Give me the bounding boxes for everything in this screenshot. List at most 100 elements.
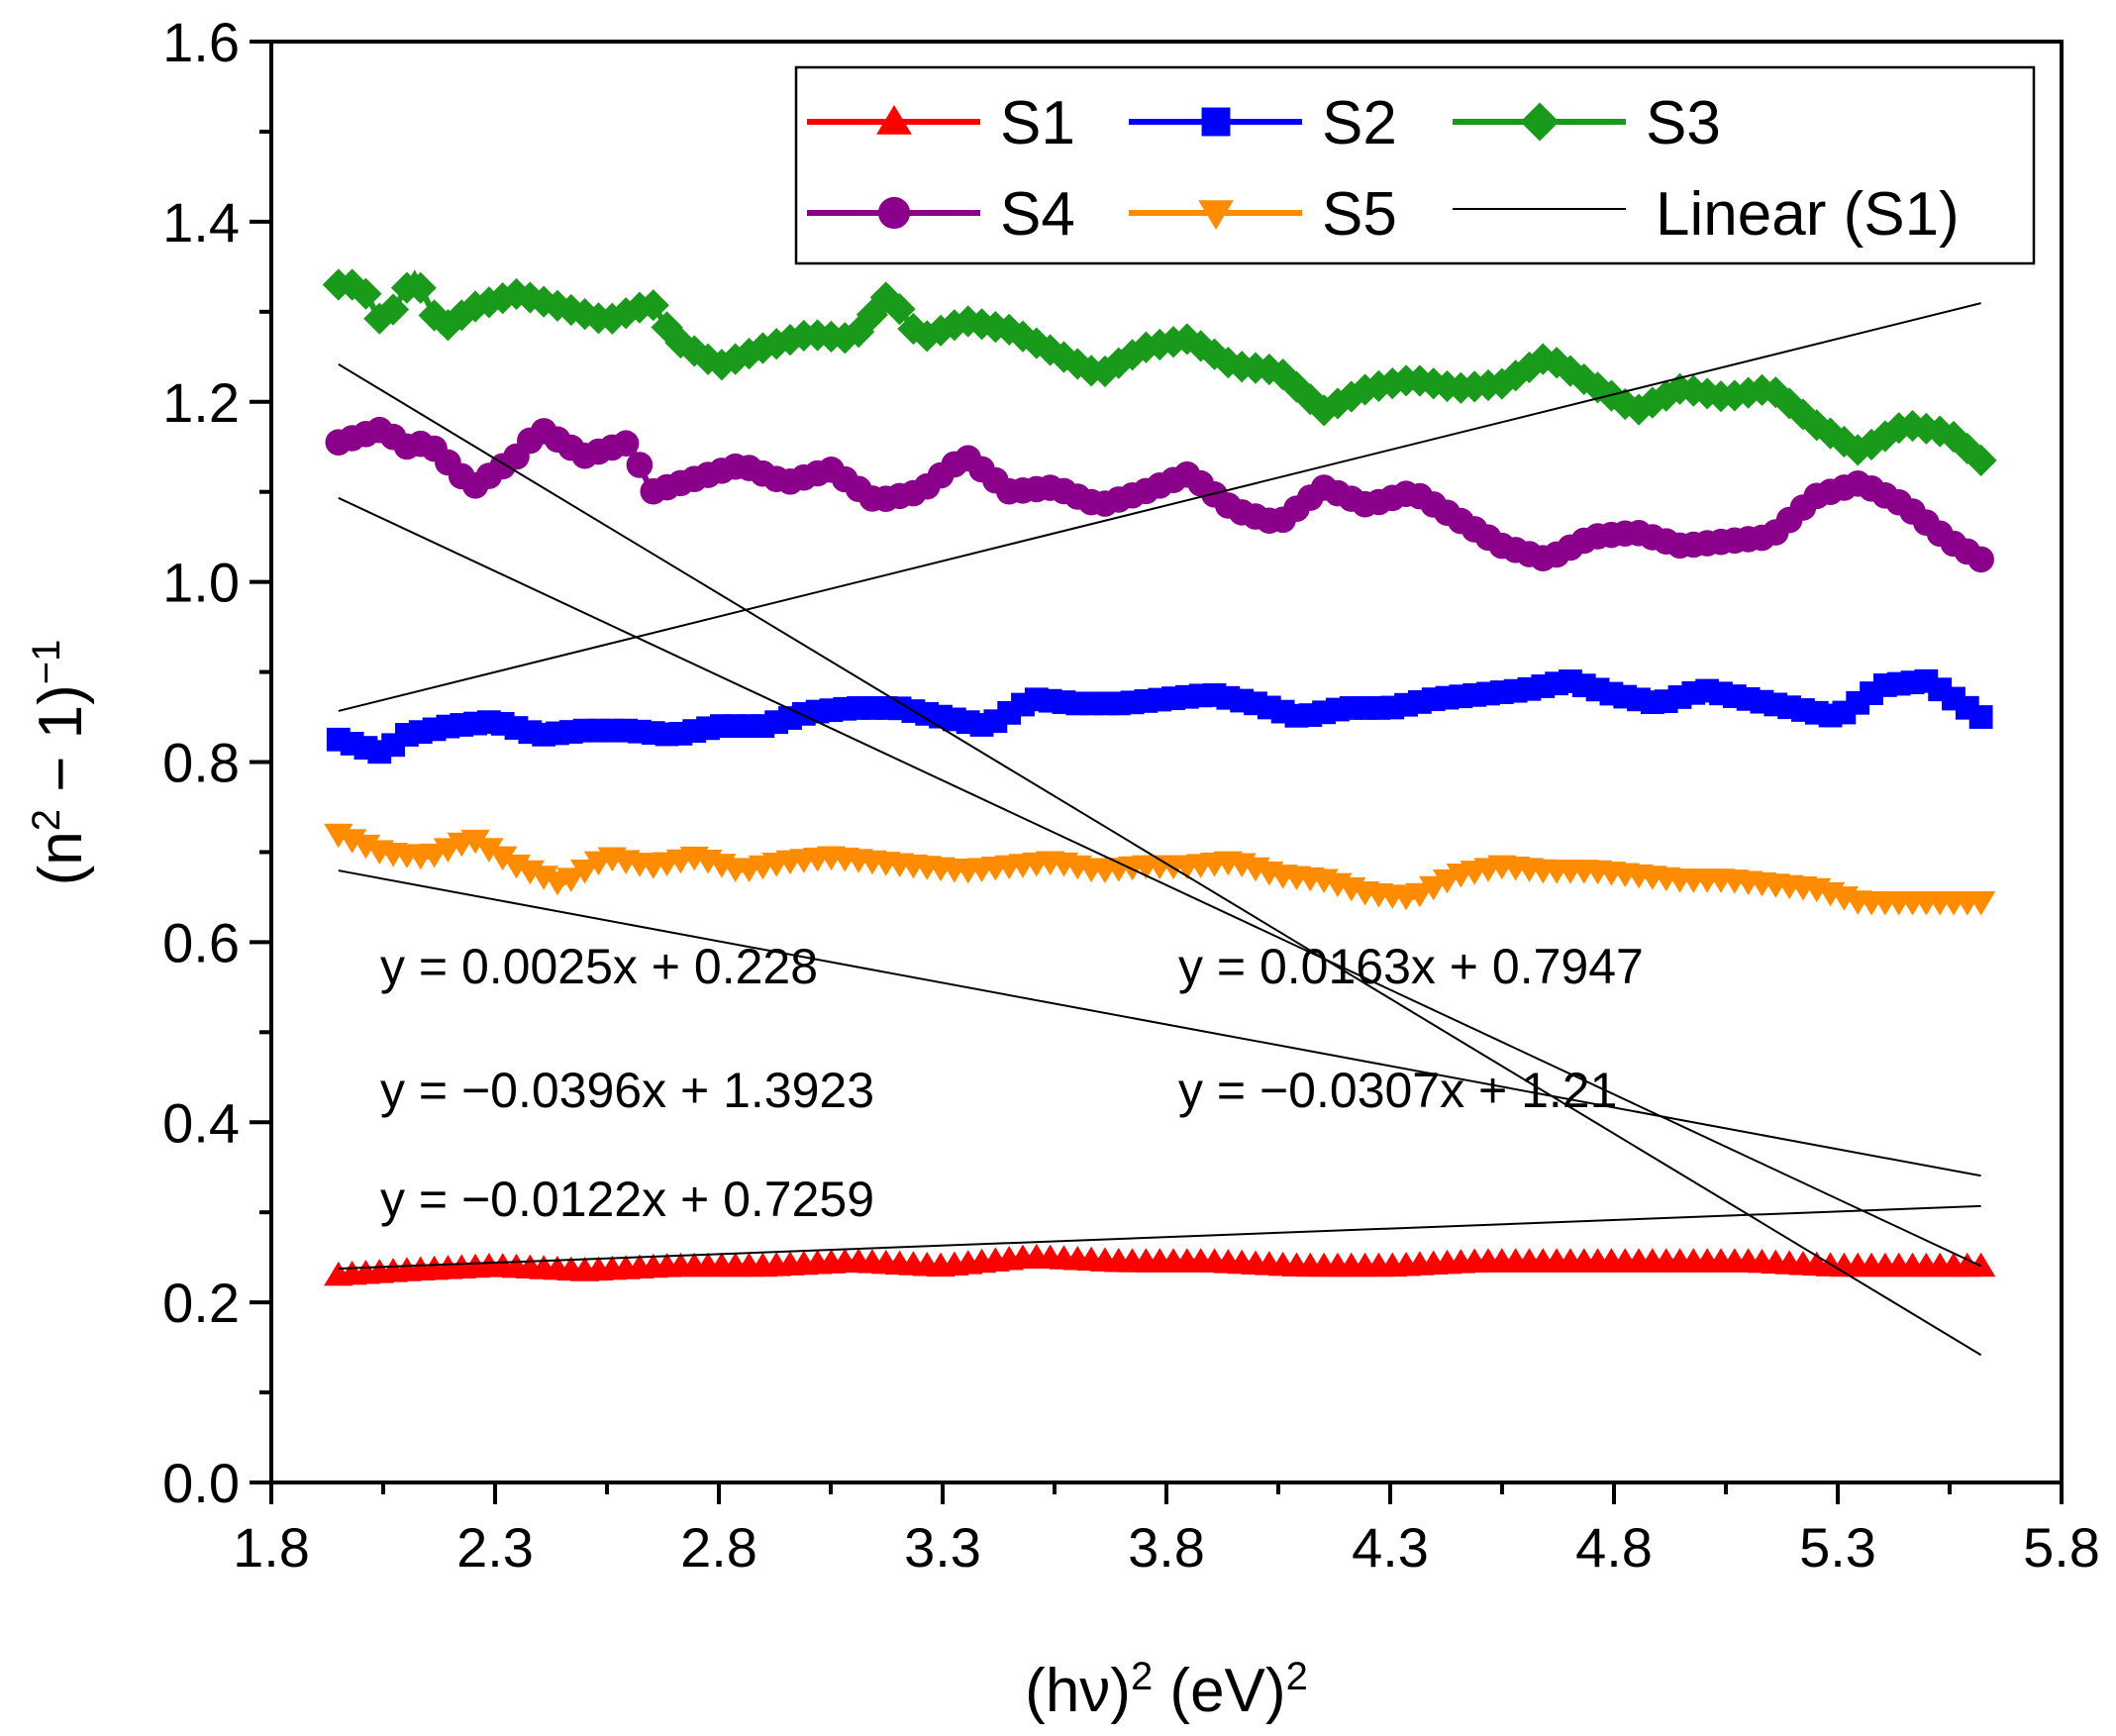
x-axis-title-mid: (eV)	[1153, 1657, 1285, 1725]
series-s5-point	[474, 838, 504, 863]
series-s3-point	[1048, 341, 1080, 373]
series-s3-point	[446, 299, 478, 332]
x-tick-label: 4.3	[1352, 1516, 1429, 1579]
series-s5	[324, 823, 1996, 916]
series-s3-point	[829, 322, 861, 355]
y-tick-label: 1.0	[162, 552, 240, 614]
series-s3-point	[952, 305, 984, 338]
series-s3-point	[458, 290, 492, 323]
y-tick-label: 1.4	[162, 191, 240, 254]
series-s5-point	[460, 829, 490, 855]
series-s2	[326, 668, 1993, 765]
legend-swatch-marker	[1520, 102, 1560, 142]
y-axis-title-sup1: 2	[25, 809, 68, 831]
series-s3-point	[1198, 338, 1231, 370]
series-s3-point	[404, 271, 437, 304]
x-tick-label: 4.8	[1575, 1516, 1653, 1579]
series-s3-point	[541, 289, 574, 322]
y-tick-label: 0.8	[162, 732, 240, 794]
series-s3-point	[1622, 393, 1656, 426]
fit-line-s5	[338, 869, 1981, 1177]
series-s3-point	[651, 311, 683, 344]
y-axis-title: (n2 − 1)−1	[25, 640, 95, 886]
legend-swatch-marker	[877, 196, 911, 230]
legend-entry-s5: S5	[1129, 180, 1397, 249]
series-s3-point	[1321, 387, 1355, 420]
series-s3-point	[1157, 326, 1190, 358]
series-s3-point	[938, 309, 970, 342]
legend-swatch-marker	[1201, 107, 1231, 137]
equation-s5: y = −0.0122x + 0.7259	[380, 1172, 874, 1227]
series-s3-point	[1937, 420, 1970, 454]
series-s3-point	[350, 277, 382, 310]
y-axis-title-mid: − 1)	[27, 684, 95, 809]
legend-label: S4	[1000, 180, 1075, 249]
series-s3-point	[528, 285, 560, 318]
series-s3-point	[1924, 415, 1957, 448]
series-s1	[324, 1243, 1996, 1286]
y-tick-label: 0.4	[162, 1091, 240, 1154]
series-s3-point	[568, 298, 601, 331]
x-tick-label: 2.8	[680, 1516, 757, 1579]
legend-box	[794, 65, 2036, 265]
series-s3-point	[1718, 379, 1751, 412]
series-s3-point	[609, 297, 643, 330]
legend-entry-linear: Linear (S1)	[1453, 180, 1960, 249]
series-s1-point	[1965, 1252, 1996, 1277]
x-tick-label: 3.8	[1128, 1516, 1205, 1579]
series-s5-point	[1965, 890, 1996, 916]
series-s5-point	[569, 859, 600, 884]
x-tick-label: 2.3	[456, 1516, 534, 1579]
equation-s2: y = 0.0163x + 0.7947	[1178, 939, 1644, 994]
series-s4-point	[1967, 546, 1994, 573]
series-s3-point	[1677, 374, 1710, 407]
series-s3-point	[733, 337, 765, 370]
series-s3-point	[897, 312, 930, 346]
series-s3-point	[1144, 328, 1176, 361]
y-axis-title-pre: (n	[27, 831, 95, 885]
series-s3-point	[1732, 376, 1764, 409]
fit-line-s2	[338, 302, 1981, 712]
legend-swatch-marker	[1198, 200, 1234, 230]
fit-line-s1	[338, 1204, 1981, 1271]
legend-label: S3	[1646, 89, 1721, 157]
series-s3-point	[911, 320, 944, 353]
series-s3-point	[1773, 387, 1806, 420]
x-axis-title-sup1: 2	[1131, 1655, 1153, 1698]
series-layer	[322, 268, 1997, 1286]
legend-label: Linear (S1)	[1656, 180, 1960, 249]
series-s3-point	[432, 309, 464, 342]
y-axis-title-sup2: −1	[25, 640, 68, 685]
x-tick-label: 1.8	[233, 1516, 310, 1579]
series-s3-point	[376, 293, 410, 326]
tick-layer: 1.8 2.3 2.8 3.3 3.8 4.3 4.8 5.3 5.8 0.0 0.2 0.4 0.6 0…	[162, 11, 2100, 1579]
series-s3-point	[678, 335, 711, 367]
series-s3-point	[1034, 334, 1066, 366]
series-s3-point	[554, 293, 587, 327]
series-s3-point	[1308, 394, 1341, 427]
fit-line-s3	[338, 362, 1982, 1357]
equation-s1: y = 0.0025x + 0.228	[380, 939, 818, 994]
legend-items: S1 S2 S3 S4 S5 Linear (S1)	[807, 89, 1960, 249]
series-s3-point	[924, 314, 957, 347]
legend-label: S2	[1322, 89, 1397, 157]
series-s4-point	[612, 430, 640, 458]
legend-entry-s3: S3	[1453, 89, 1721, 157]
equation-s3: y = −0.0396x + 1.3923	[380, 1063, 874, 1118]
series-s3-point	[979, 310, 1012, 344]
series-s3-point	[623, 291, 656, 324]
series-s3-point	[993, 313, 1026, 346]
x-tick-label: 5.3	[1799, 1516, 1876, 1579]
legend-entry-s4: S4	[807, 180, 1075, 249]
series-s3	[322, 268, 1997, 476]
y-tick-label: 0.6	[162, 911, 240, 973]
y-tick-label: 0.2	[162, 1272, 240, 1334]
series-s3-point	[1253, 353, 1285, 386]
series-s4-point	[626, 452, 654, 478]
series-s3-point	[869, 281, 902, 314]
fit-line-s4	[338, 496, 1982, 1268]
legend: S1 S2 S3 S4 S5 Linear (S1)	[794, 65, 2036, 265]
series-s3-point	[637, 289, 669, 322]
x-axis-title-sup2: 2	[1286, 1655, 1308, 1698]
